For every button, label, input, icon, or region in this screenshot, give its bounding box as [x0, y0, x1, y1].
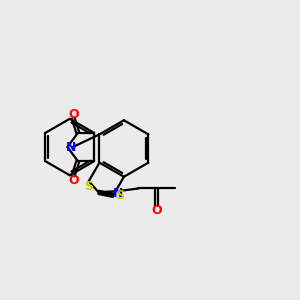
Text: O: O	[68, 107, 79, 121]
Text: N: N	[113, 187, 123, 200]
Text: N: N	[66, 140, 76, 154]
Text: S: S	[84, 180, 93, 193]
Text: O: O	[152, 204, 162, 217]
Text: S: S	[116, 189, 124, 203]
Text: O: O	[68, 173, 79, 187]
